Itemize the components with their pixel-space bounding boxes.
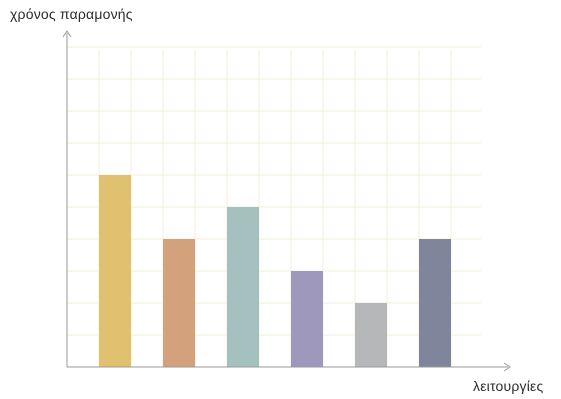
bars <box>99 175 451 367</box>
bar <box>163 239 195 367</box>
bar <box>227 207 259 367</box>
y-axis-label: χρόνος παραμονής <box>10 6 133 22</box>
bar <box>355 303 387 367</box>
x-axis-label: λειτουργίες <box>473 378 544 394</box>
bar <box>419 239 451 367</box>
y-axis-arrow-icon <box>62 30 72 38</box>
x-axis-arrow-icon <box>503 362 511 372</box>
axes <box>62 30 511 372</box>
bar <box>291 271 323 367</box>
bar <box>99 175 131 367</box>
